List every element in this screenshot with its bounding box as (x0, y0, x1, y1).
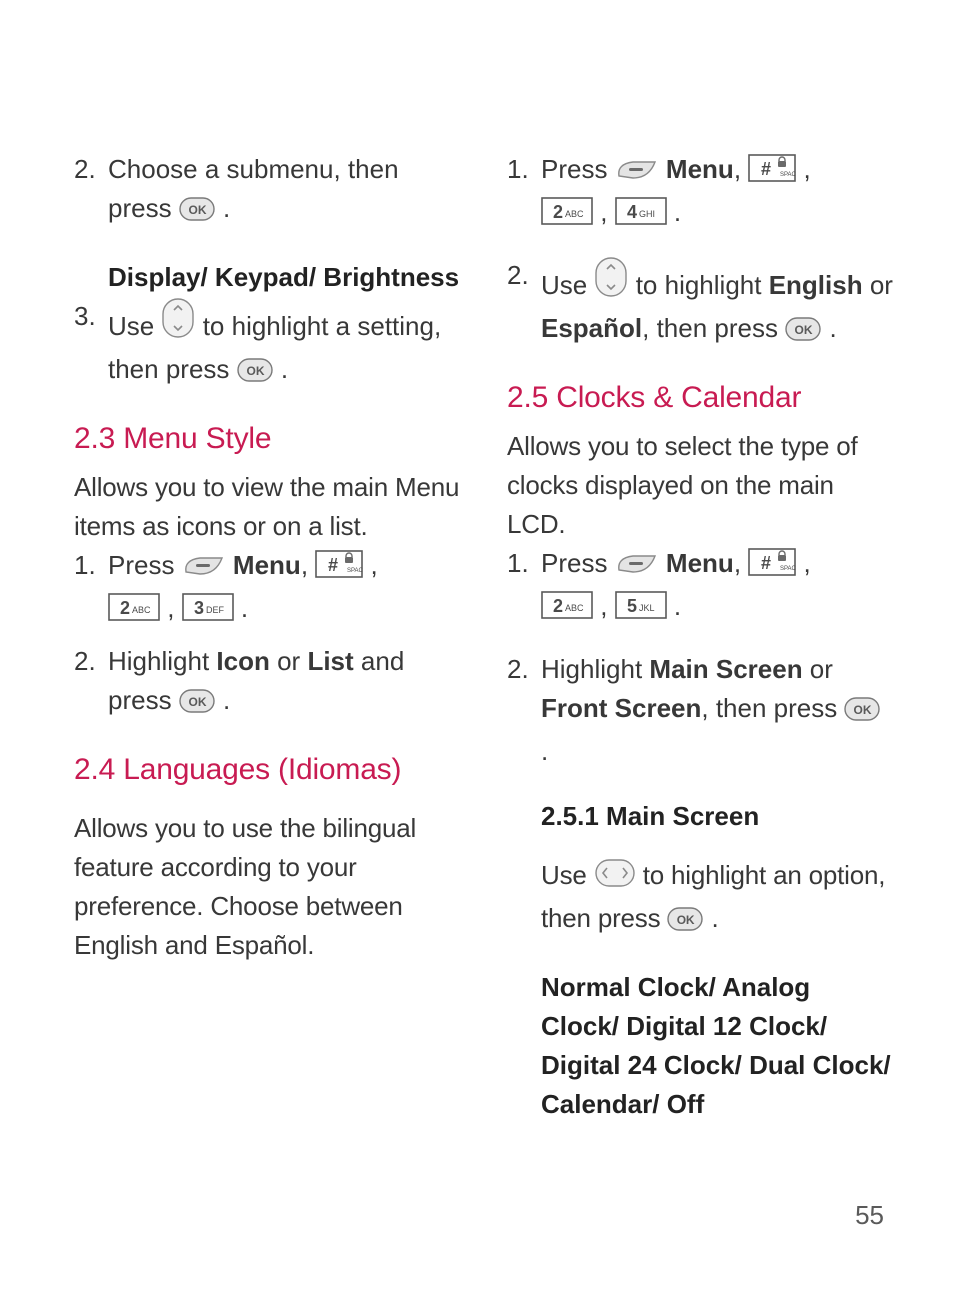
page-number: 55 (855, 1200, 884, 1231)
key-2-icon: 2 ABC (541, 197, 593, 236)
subsection-heading: 2.5.1 Main Screen (507, 797, 894, 836)
step-item: 2. Highlight Main Screen or Front Screen… (507, 650, 894, 771)
step-item: 1. Press Menu, # SPACE , (74, 546, 461, 632)
section-intro: Allows you to view the main Menu items a… (74, 468, 461, 546)
svg-text:5: 5 (627, 596, 637, 616)
section-heading: 2.4 Languages (Idiomas) (74, 750, 461, 789)
softkey-icon (182, 550, 226, 589)
key-5-icon: 5 JKL (615, 591, 667, 630)
hash-small: SPACE (347, 568, 363, 574)
svg-text:GHI: GHI (639, 209, 655, 219)
step-item: 1. Press Menu, # SPACE , (507, 150, 894, 236)
step-item: 2. Highlight Icon or List and press . (74, 642, 461, 724)
svg-text:#: # (761, 159, 771, 179)
nav-updown-icon (594, 256, 628, 309)
step-text: Use to highlight English or Español, the… (541, 256, 894, 352)
ok-key-icon (844, 693, 881, 732)
step-text: Highlight Main Screen or Front Screen, t… (541, 650, 894, 771)
ok-key-icon (179, 685, 216, 724)
step-number: 2. (74, 642, 108, 724)
softkey-icon (615, 548, 659, 587)
key-3-icon: 3 DEF (182, 593, 234, 632)
two-column-layout: 2. Choose a submenu, then press . Displa… (74, 150, 894, 1124)
svg-text:2: 2 (553, 202, 563, 222)
ok-key-icon (667, 903, 704, 942)
svg-text:SPACE: SPACE (780, 566, 796, 572)
step-text: Use to highlight a setting, then press . (108, 297, 461, 393)
ok-key-icon (179, 193, 216, 232)
svg-text:ABC: ABC (565, 209, 584, 219)
step-text: Press Menu, # SPACE , (541, 150, 894, 236)
step-number: 1. (507, 544, 541, 630)
step-text: Choose a submenu, then press . (108, 150, 461, 232)
step-item: 2. Choose a submenu, then press . (74, 150, 461, 232)
step-text: Press Menu, # SPACE , (108, 546, 461, 632)
left-column: 2. Choose a submenu, then press . Displa… (74, 150, 461, 1124)
nav-updown-icon (161, 297, 195, 350)
option-list: Display/ Keypad/ Brightness (74, 258, 461, 297)
hash-key-icon: # SPACE (748, 154, 796, 193)
step-number: 2. (507, 256, 541, 352)
manual-page: 2. Choose a submenu, then press . Displa… (0, 0, 954, 1291)
option-list: Normal Clock/ Analog Clock/ Digital 12 C… (507, 968, 894, 1124)
svg-text:SPACE: SPACE (780, 172, 796, 178)
svg-text:3: 3 (194, 598, 204, 618)
section-intro: Allows you to use the bilingual feature … (74, 809, 461, 965)
hash-key-icon: # SPACE (748, 548, 796, 587)
step-text: Highlight Icon or List and press . (108, 642, 461, 724)
hash-big: # (328, 555, 338, 575)
step-item: 1. Press Menu, # SPACE , (507, 544, 894, 630)
softkey-icon (615, 154, 659, 193)
section-heading: 2.5 Clocks & Calendar (507, 378, 894, 417)
ok-key-icon (237, 354, 274, 393)
step-number: 1. (507, 150, 541, 236)
step-number: 1. (74, 546, 108, 632)
svg-text:ABC: ABC (565, 603, 584, 613)
svg-text:JKL: JKL (639, 603, 655, 613)
key-2-icon: 2 ABC (541, 591, 593, 630)
step-item: 2. Use to highlight English or Español, … (507, 256, 894, 352)
svg-text:ABC: ABC (132, 605, 151, 615)
key-2-icon: 2 ABC (108, 593, 160, 632)
svg-text:2: 2 (120, 598, 130, 618)
right-column: 1. Press Menu, # SPACE , (507, 150, 894, 1124)
subsection-text: Use to highlight an option, then press . (507, 856, 894, 942)
nav-leftright-icon (594, 858, 636, 899)
ok-key-icon (785, 313, 822, 352)
step-item: 3. Use to highlight a setting, then pres… (74, 297, 461, 393)
step-number: 2. (74, 150, 108, 232)
svg-text:#: # (761, 553, 771, 573)
svg-text:DEF: DEF (206, 605, 225, 615)
step-number: 2. (507, 650, 541, 771)
step-number: 3. (74, 297, 108, 393)
key-4-icon: 4 GHI (615, 197, 667, 236)
svg-text:4: 4 (627, 202, 637, 222)
svg-text:2: 2 (553, 596, 563, 616)
section-heading: 2.3 Menu Style (74, 419, 461, 458)
step-text: Press Menu, # SPACE , (541, 544, 894, 630)
section-intro: Allows you to select the type of clocks … (507, 427, 894, 544)
hash-key-icon: # SPACE (315, 550, 363, 589)
